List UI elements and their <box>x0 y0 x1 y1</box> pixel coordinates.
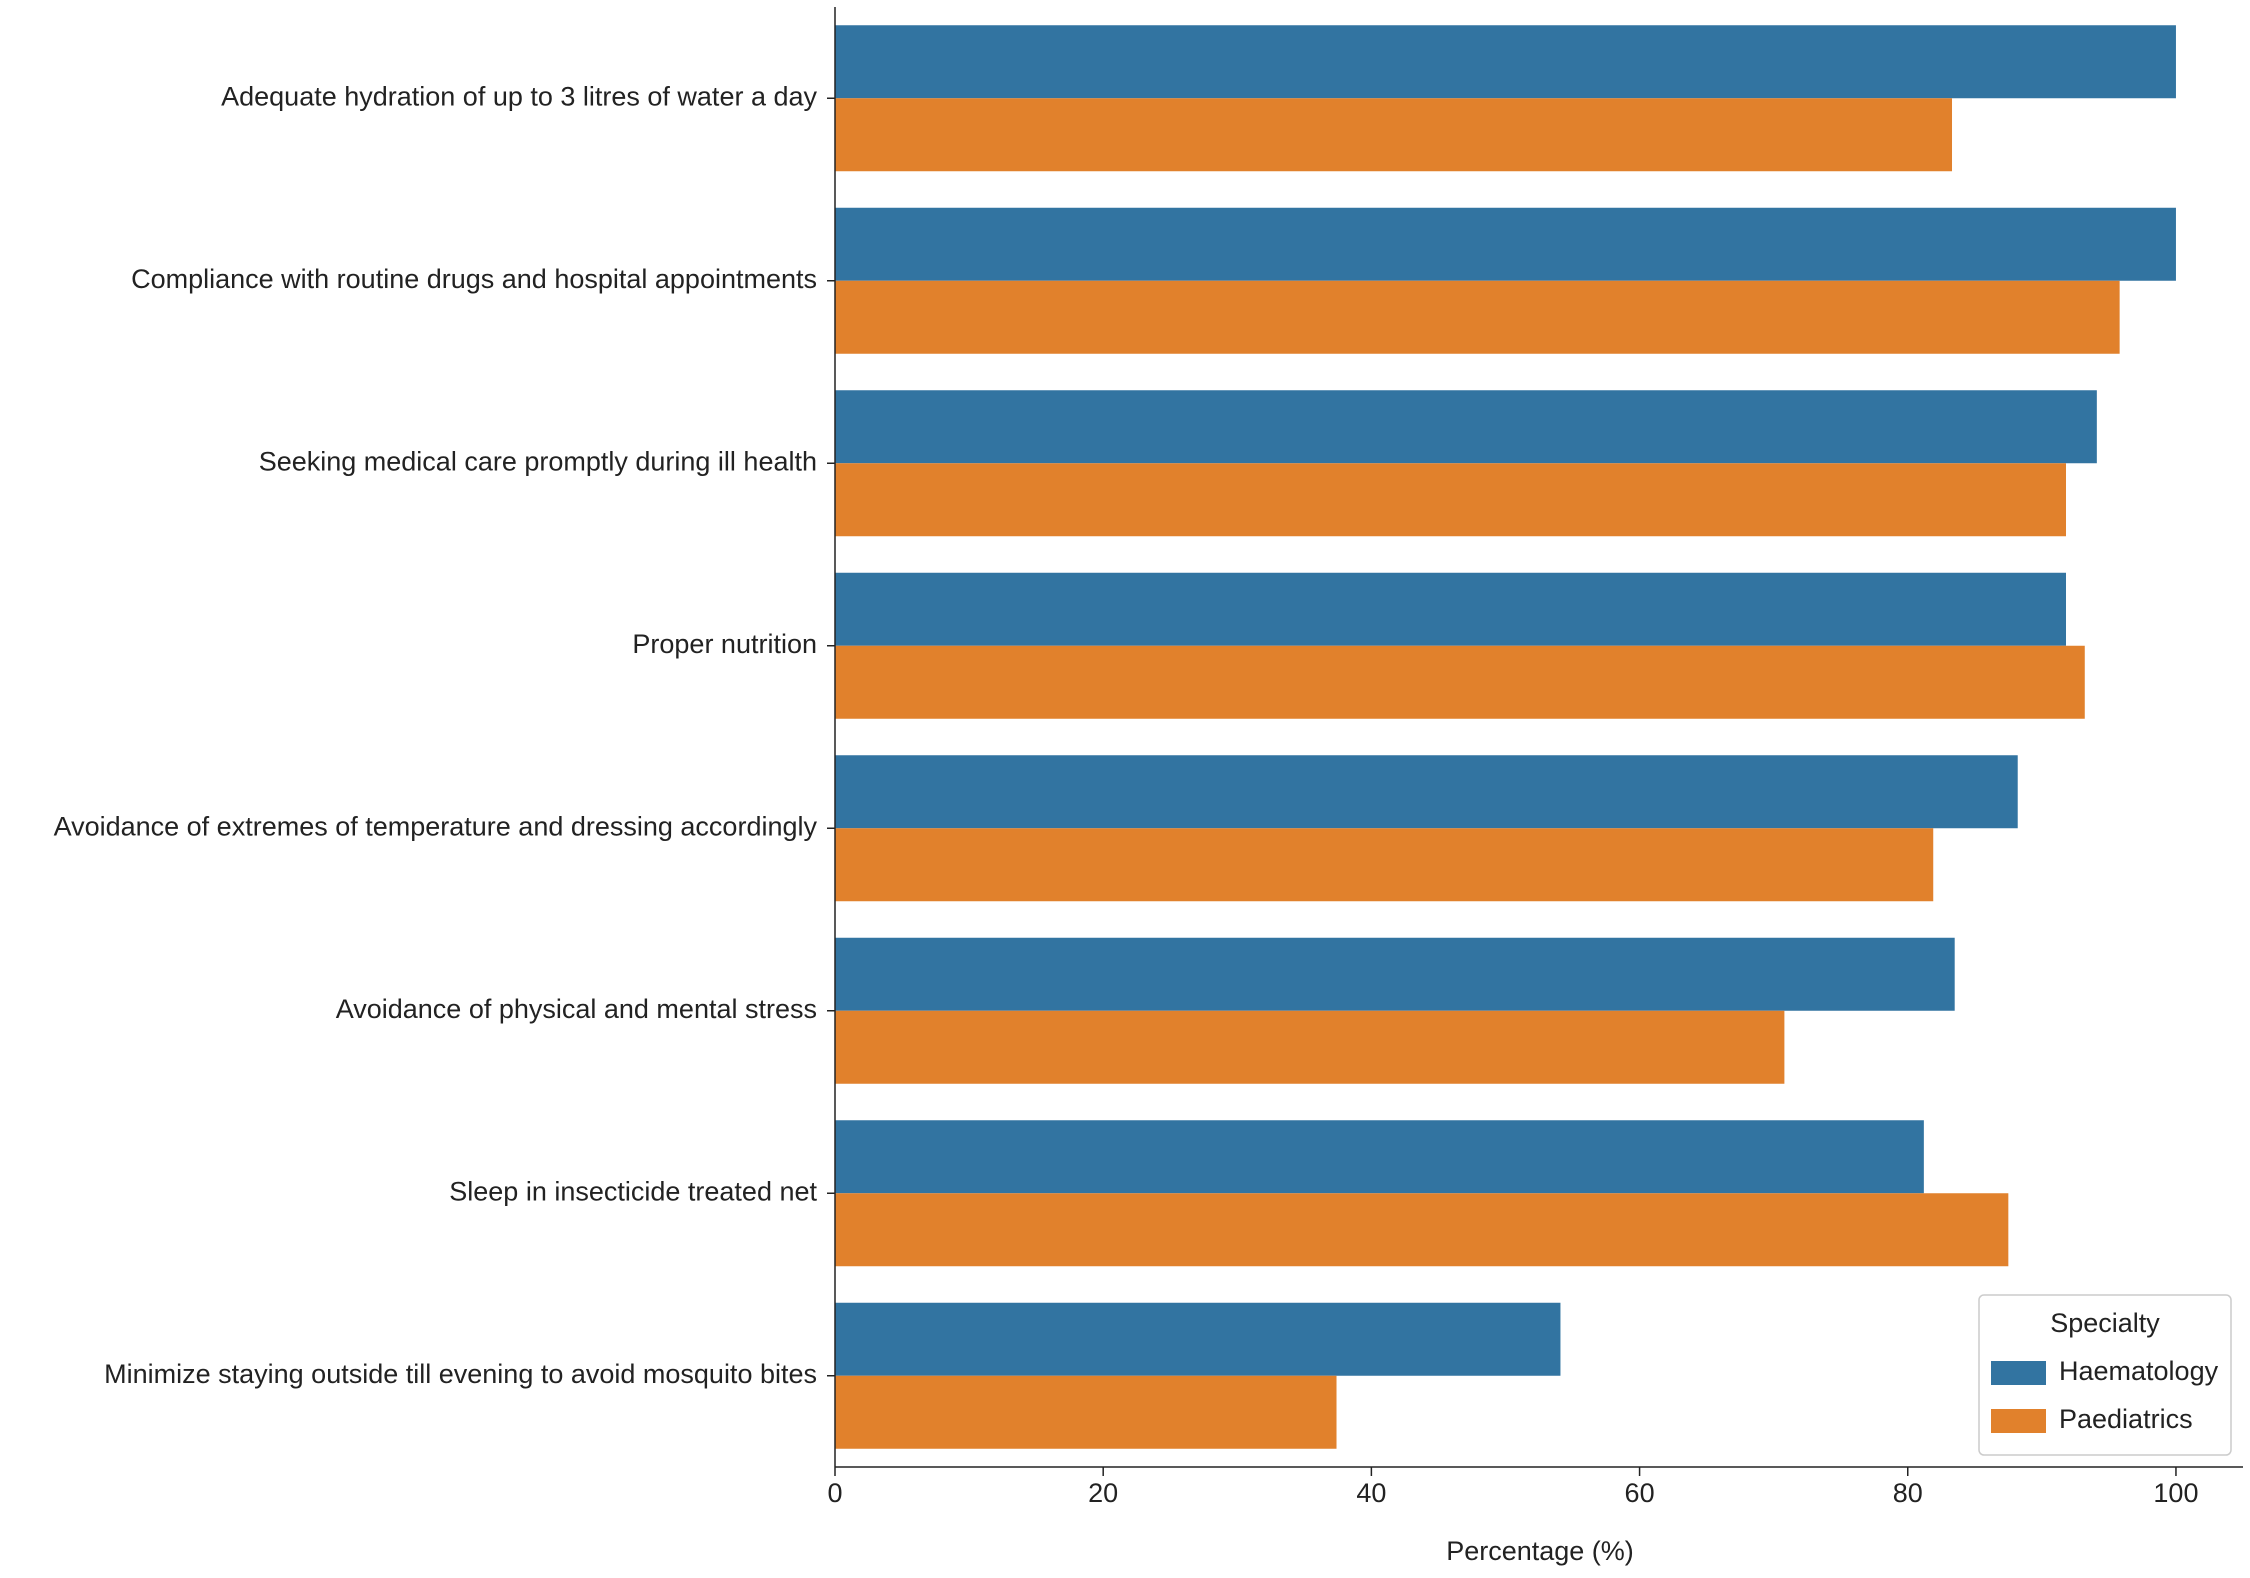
bar <box>835 390 2097 464</box>
x-tick-label: 100 <box>2153 1478 2198 1508</box>
bar <box>835 1302 1561 1376</box>
y-tick-label: Adequate hydration of up to 3 litres of … <box>221 81 817 111</box>
bar <box>835 1010 1785 1084</box>
y-tick-label: Avoidance of extremes of temperature and… <box>54 811 818 841</box>
y-tick-label: Seeking medical care promptly during ill… <box>259 446 817 476</box>
legend-swatch <box>1991 1361 2046 1385</box>
bar <box>835 1193 2009 1267</box>
x-tick-label: 60 <box>1625 1478 1655 1508</box>
y-tick-label: Minimize staying outside till evening to… <box>104 1359 817 1389</box>
legend-swatch <box>1991 1409 2046 1433</box>
legend-label: Paediatrics <box>2059 1404 2193 1434</box>
x-axis-label: Percentage (%) <box>1446 1536 1634 1566</box>
y-tick-label: Avoidance of physical and mental stress <box>336 994 817 1024</box>
bar <box>835 207 2176 281</box>
x-tick-label: 80 <box>1893 1478 1923 1508</box>
bar <box>835 1375 1337 1449</box>
bar <box>835 645 2085 719</box>
bar <box>835 755 2018 829</box>
legend-label: Haematology <box>2059 1356 2219 1386</box>
x-tick-label: 40 <box>1356 1478 1386 1508</box>
x-tick-label: 0 <box>827 1478 842 1508</box>
bar <box>835 98 1953 172</box>
legend-title: Specialty <box>2050 1308 2160 1338</box>
y-tick-label: Sleep in insecticide treated net <box>449 1176 817 1206</box>
legend: Specialty Haematology Paediatrics <box>1978 1294 2232 1456</box>
bar <box>835 828 1934 902</box>
bar <box>835 25 2176 99</box>
bar <box>835 463 2066 537</box>
bar <box>835 572 2066 646</box>
y-tick-label: Proper nutrition <box>632 629 817 659</box>
x-tick-label: 20 <box>1088 1478 1118 1508</box>
bar <box>835 937 1955 1011</box>
bar <box>835 1120 1924 1194</box>
y-tick-label: Compliance with routine drugs and hospit… <box>131 264 817 294</box>
bar <box>835 280 2120 354</box>
